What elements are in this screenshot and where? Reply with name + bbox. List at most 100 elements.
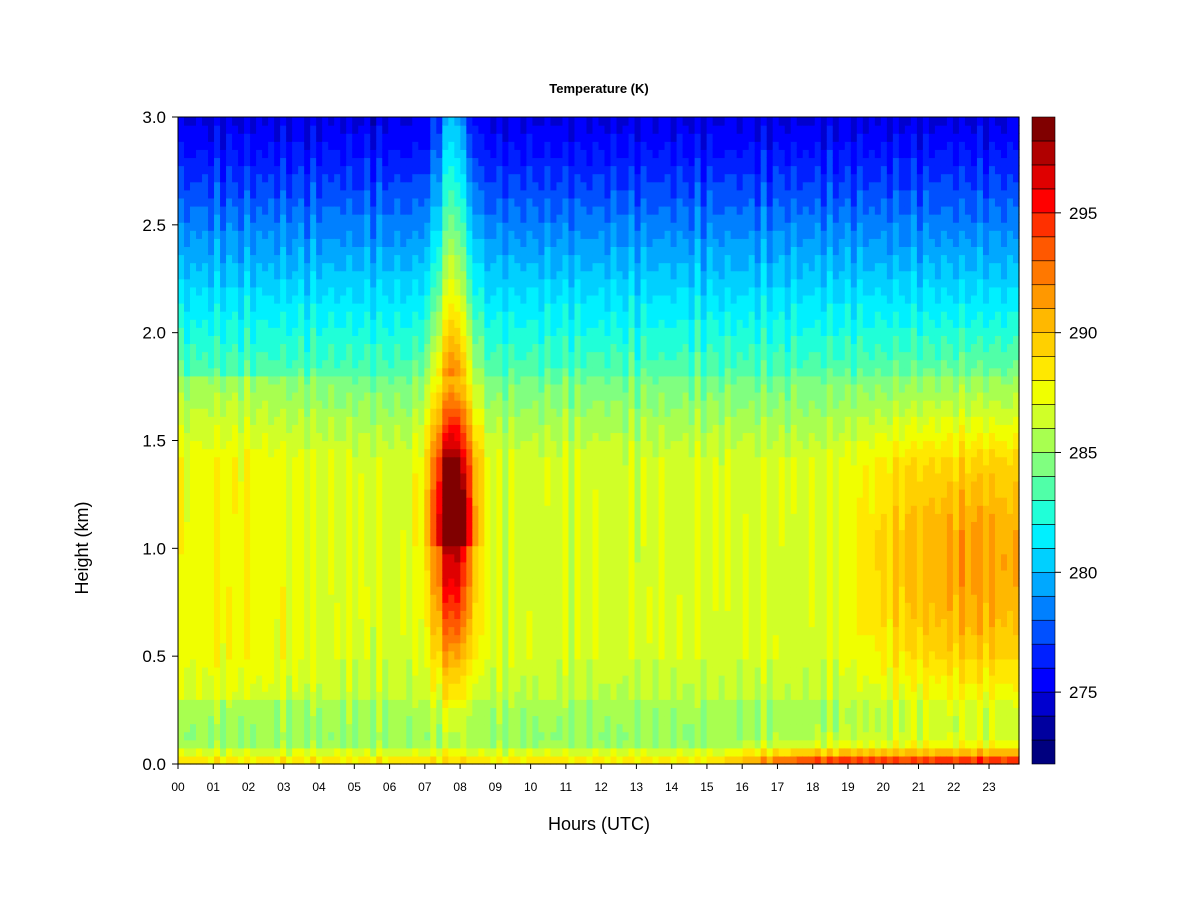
- heatmap-cell: [538, 173, 546, 183]
- heatmap-cell: [478, 666, 485, 676]
- heatmap-cell: [472, 375, 479, 385]
- heatmap-cell: [238, 262, 245, 272]
- heatmap-cell: [370, 367, 377, 377]
- heatmap-cell: [472, 383, 479, 393]
- heatmap-cell: [238, 577, 245, 587]
- heatmap-cell: [478, 464, 485, 474]
- heatmap-cell: [286, 675, 293, 684]
- heatmap-cell: [262, 747, 269, 757]
- heatmap-cell: [214, 141, 221, 150]
- heatmap-cell: [250, 569, 257, 579]
- heatmap-cell: [316, 262, 323, 272]
- heatmap-cell: [394, 416, 401, 425]
- heatmap-cell: [412, 400, 419, 409]
- heatmap-cell: [454, 456, 461, 466]
- heatmap-cell: [520, 513, 528, 522]
- heatmap-cell: [352, 739, 359, 749]
- heatmap-cell: [388, 472, 395, 482]
- heatmap-cell: [304, 149, 311, 159]
- heatmap-cell: [178, 238, 185, 247]
- heatmap-cell: [514, 610, 522, 620]
- heatmap-cell: [226, 367, 233, 377]
- heatmap-cell: [280, 545, 287, 555]
- heatmap-cell: [418, 707, 425, 717]
- heatmap-cell: [280, 303, 287, 312]
- heatmap-cell: [508, 375, 515, 385]
- heatmap-cell: [178, 141, 185, 150]
- heatmap-cell: [406, 650, 413, 660]
- heatmap-cell: [370, 400, 377, 409]
- heatmap-cell: [538, 675, 546, 684]
- heatmap-cell: [394, 723, 401, 733]
- heatmap-cell: [184, 472, 191, 482]
- heatmap-cell: [298, 294, 305, 304]
- heatmap-cell: [364, 634, 371, 644]
- heatmap-cell: [442, 416, 449, 425]
- heatmap-cell: [526, 375, 534, 385]
- heatmap-cell: [538, 125, 546, 134]
- heatmap-cell: [508, 658, 515, 668]
- heatmap-cell: [538, 311, 546, 320]
- heatmap-cell: [304, 537, 311, 547]
- heatmap-cell: [298, 529, 305, 539]
- heatmap-cell: [220, 505, 227, 514]
- heatmap-cell: [208, 125, 215, 134]
- heatmap-cell: [466, 278, 473, 288]
- heatmap-cell: [466, 505, 473, 514]
- heatmap-cell: [328, 553, 335, 563]
- heatmap-cell: [394, 351, 401, 361]
- heatmap-cell: [274, 675, 281, 684]
- heatmap-cell: [304, 246, 311, 256]
- heatmap-cell: [418, 359, 425, 369]
- heatmap-cell: [268, 618, 275, 628]
- heatmap-cell: [394, 189, 401, 199]
- heatmap-cell: [412, 755, 419, 765]
- heatmap-cell: [400, 335, 407, 345]
- heatmap-cell: [304, 375, 311, 385]
- heatmap-cell: [334, 351, 341, 361]
- heatmap-cell: [304, 594, 311, 603]
- heatmap-cell: [484, 464, 491, 474]
- heatmap-cell: [328, 222, 335, 231]
- heatmap-cell: [256, 513, 263, 522]
- heatmap-cell: [484, 610, 491, 620]
- heatmap-cell: [274, 521, 281, 531]
- heatmap-cell: [388, 424, 395, 434]
- heatmap-cell: [514, 650, 522, 660]
- heatmap-cell: [250, 618, 257, 628]
- heatmap-cell: [382, 416, 389, 425]
- heatmap-cell: [190, 553, 197, 563]
- heatmap-cell: [184, 480, 191, 490]
- heatmap-cell: [250, 553, 257, 563]
- heatmap-cell: [262, 197, 269, 207]
- heatmap-cell: [370, 424, 377, 434]
- heatmap-cell: [358, 222, 365, 231]
- heatmap-cell: [442, 707, 449, 717]
- heatmap-cell: [484, 723, 491, 733]
- heatmap-cell: [508, 343, 515, 353]
- heatmap-cell: [340, 513, 347, 522]
- heatmap-cell: [256, 489, 263, 498]
- heatmap-cell: [430, 569, 437, 579]
- heatmap-cell: [232, 286, 239, 296]
- heatmap-cell: [364, 286, 371, 296]
- heatmap-cell: [202, 569, 209, 579]
- heatmap-cell: [250, 424, 257, 434]
- heatmap-cell: [502, 351, 509, 361]
- heatmap-cell: [466, 529, 473, 539]
- heatmap-cell: [190, 594, 197, 603]
- heatmap-cell: [376, 189, 383, 199]
- heatmap-cell: [532, 739, 540, 749]
- heatmap-cell: [436, 691, 443, 700]
- heatmap-cell: [436, 731, 443, 741]
- heatmap-cell: [340, 545, 347, 555]
- heatmap-cell: [394, 691, 401, 700]
- heatmap-cell: [466, 416, 473, 425]
- heatmap-cell: [322, 408, 329, 417]
- heatmap-cell: [412, 440, 419, 450]
- heatmap-cell: [460, 125, 467, 134]
- heatmap-cell: [466, 205, 473, 215]
- heatmap-cell: [364, 666, 371, 676]
- heatmap-cell: [478, 650, 485, 660]
- heatmap-cell: [496, 561, 503, 571]
